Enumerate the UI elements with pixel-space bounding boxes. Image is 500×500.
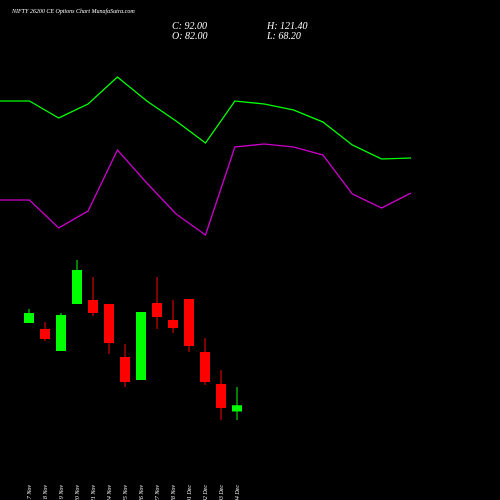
candle-body bbox=[232, 405, 242, 412]
candle-body bbox=[24, 313, 34, 323]
candle-body bbox=[72, 269, 82, 305]
header-value: L: 68.20 bbox=[266, 31, 301, 42]
x-tick-label: 01 Dec bbox=[187, 485, 193, 500]
x-tick-label: 19 Nov bbox=[59, 485, 65, 500]
x-tick-label: 27 Nov bbox=[155, 485, 161, 500]
header-value: C: 92.00 bbox=[172, 21, 207, 32]
line-series bbox=[0, 143, 412, 237]
candle-body bbox=[40, 328, 50, 339]
candle-body bbox=[152, 303, 162, 318]
x-tick-label: 02 Dec bbox=[203, 485, 209, 500]
chart-title: NIFTY 26200 CE Options Chart MunafaSutra… bbox=[11, 8, 135, 15]
candle-body bbox=[56, 314, 66, 352]
x-tick-label: 24 Nov bbox=[106, 485, 113, 500]
candle-body bbox=[120, 357, 130, 382]
candle-body bbox=[216, 383, 226, 408]
x-tick-label: 03 Dec bbox=[219, 485, 225, 500]
line-series bbox=[0, 76, 412, 160]
x-tick-label: 18 Nov bbox=[43, 485, 49, 500]
header-value: H: 121.40 bbox=[266, 21, 308, 32]
candle-body bbox=[104, 304, 114, 344]
candle-body bbox=[168, 320, 178, 329]
x-tick-label: 04 Dec bbox=[234, 485, 241, 500]
candle-body bbox=[200, 351, 210, 382]
x-tick-label: 17 Nov bbox=[27, 485, 33, 500]
candle-body bbox=[136, 312, 146, 381]
header-value: O: 82.00 bbox=[172, 31, 208, 42]
candle-body bbox=[88, 299, 98, 314]
x-tick-label: 28 Nov bbox=[171, 485, 177, 500]
candle-body bbox=[184, 298, 194, 346]
x-tick-label: 20 Nov bbox=[75, 485, 81, 500]
x-tick-label: 21 Nov bbox=[91, 485, 97, 500]
x-tick-label: 25 Nov bbox=[123, 485, 129, 500]
x-tick-label: 26 Nov bbox=[139, 485, 145, 500]
